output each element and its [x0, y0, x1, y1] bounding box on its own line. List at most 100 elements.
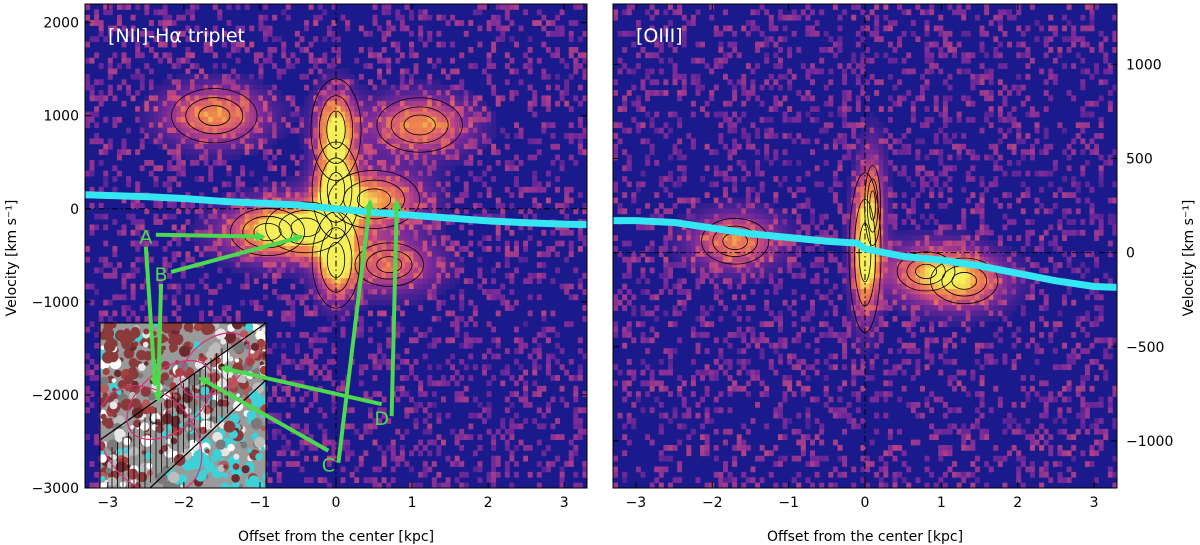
heatmap-cell: [199, 315, 205, 322]
heatmap-cell: [381, 197, 387, 204]
heatmap-cell: [377, 224, 383, 231]
heatmap-cell: [285, 186, 291, 193]
heatmap-cell: [450, 267, 456, 274]
heatmap-cell: [454, 380, 460, 387]
heatmap-cell: [422, 267, 428, 274]
heatmap-cell: [418, 294, 424, 301]
heatmap-cell: [112, 122, 118, 129]
heatmap-cell: [294, 181, 300, 188]
heatmap-cell: [372, 100, 378, 107]
heatmap-cell: [409, 289, 414, 295]
heatmap-cell: [532, 202, 538, 209]
heatmap-cell: [253, 278, 259, 285]
heatmap-cell: [189, 159, 195, 166]
heatmap-cell: [577, 52, 583, 59]
inset-pixel: [130, 425, 135, 430]
heatmap-cell: [85, 326, 90, 333]
inset-pixel: [180, 377, 190, 388]
heatmap-cell: [450, 262, 456, 268]
heatmap-cell: [390, 154, 396, 161]
heatmap-cell: [404, 299, 410, 306]
heatmap-cell: [450, 127, 456, 134]
heatmap-cell: [377, 111, 383, 118]
heatmap-cell: [354, 138, 360, 145]
heatmap-cell: [381, 310, 387, 317]
heatmap-cell: [468, 159, 474, 166]
heatmap-cell: [390, 444, 396, 451]
heatmap-cell: [486, 116, 492, 123]
heatmap-cell: [509, 289, 515, 295]
heatmap-cell: [409, 229, 414, 236]
heatmap-cell: [235, 267, 241, 274]
heatmap-cell: [445, 176, 451, 182]
heatmap-cell: [253, 256, 259, 263]
heatmap-cell: [304, 111, 310, 118]
heatmap-cell: [418, 25, 424, 32]
heatmap-cell: [267, 122, 273, 129]
heatmap-cell: [404, 202, 410, 209]
heatmap-cell: [171, 41, 177, 48]
heatmap-cell: [381, 4, 387, 10]
heatmap-cell: [221, 79, 227, 86]
heatmap-cell: [281, 310, 287, 317]
heatmap-cell: [495, 202, 501, 209]
heatmap-cell: [386, 299, 392, 306]
heatmap-cell: [240, 79, 246, 86]
heatmap-cell: [582, 466, 587, 473]
heatmap-cell: [272, 385, 278, 392]
heatmap-cell: [386, 219, 392, 225]
heatmap-cell: [94, 79, 100, 86]
heatmap-cell: [272, 235, 278, 242]
heatmap-cell: [340, 68, 346, 75]
heatmap-cell: [89, 461, 95, 467]
heatmap-cell: [185, 25, 191, 32]
inset-pixel: [163, 336, 169, 342]
heatmap-cell: [258, 68, 264, 75]
heatmap-cell: [367, 396, 373, 403]
heatmap-cell: [290, 186, 296, 193]
heatmap-cell: [336, 95, 341, 102]
heatmap-cell: [340, 90, 346, 96]
heatmap-cell: [404, 116, 410, 123]
heatmap-cell: [568, 47, 574, 53]
heatmap-cell: [331, 90, 337, 96]
heatmap-cell: [422, 100, 428, 107]
inset-pixel: [127, 468, 139, 480]
heatmap-cell: [422, 111, 428, 118]
heatmap-cell: [208, 149, 214, 155]
heatmap-cell: [276, 364, 282, 371]
inset-pixel: [246, 410, 257, 420]
heatmap-cell: [559, 348, 565, 354]
heatmap-cell: [404, 122, 410, 129]
heatmap-cell: [285, 332, 291, 338]
heatmap-cell: [386, 176, 392, 182]
heatmap-cell: [226, 315, 232, 322]
heatmap-cell: [459, 154, 465, 161]
heatmap-cell: [463, 154, 469, 161]
heatmap-cell: [440, 165, 446, 172]
heatmap-cell: [450, 95, 456, 102]
heatmap-cell: [358, 149, 364, 155]
heatmap-cell: [491, 326, 497, 333]
heatmap-cell: [358, 143, 364, 150]
heatmap-cell: [354, 251, 360, 258]
heatmap-cell: [162, 181, 168, 188]
heatmap-cell: [381, 165, 387, 172]
heatmap-cell: [116, 4, 122, 10]
heatmap-cell: [536, 407, 542, 414]
heatmap-cell: [231, 127, 236, 134]
heatmap-cell: [409, 364, 414, 371]
heatmap-cell: [545, 84, 551, 91]
heatmap-cell: [436, 267, 442, 274]
heatmap-cell: [518, 159, 524, 166]
heatmap-cell: [171, 294, 177, 301]
heatmap-cell: [377, 57, 383, 64]
heatmap-cell: [377, 197, 383, 204]
heatmap-cell: [399, 294, 405, 301]
heatmap-cell: [194, 116, 200, 123]
heatmap-cell: [367, 116, 373, 123]
heatmap-cell: [390, 95, 396, 102]
heatmap-cell: [116, 63, 122, 69]
heatmap-cell: [381, 149, 387, 155]
heatmap-cell: [85, 14, 90, 21]
